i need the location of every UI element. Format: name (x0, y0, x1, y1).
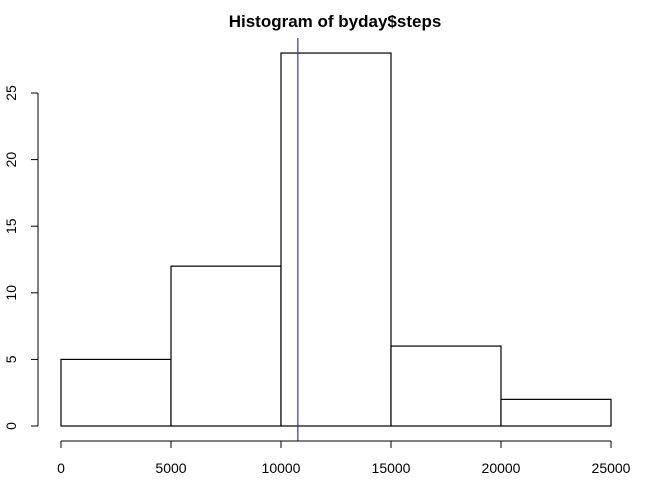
histogram-bar-3 (390, 345, 502, 427)
x-tick-label: 20000 (482, 460, 521, 476)
histogram-bar-4 (500, 398, 612, 427)
y-tick-label: 5 (3, 355, 19, 363)
chart-title: Histogram of byday$steps (229, 12, 442, 31)
x-axis: 0 5000 10000 15000 20000 25000 (57, 440, 631, 476)
histogram-bar-2 (280, 52, 392, 427)
y-tick-label: 0 (3, 422, 19, 430)
bars-group (60, 52, 612, 427)
x-tick-label: 25000 (592, 460, 631, 476)
x-tick-label: 15000 (372, 460, 411, 476)
y-tick-label: 15 (3, 218, 19, 234)
x-tick-label: 5000 (155, 460, 186, 476)
y-tick-label: 10 (3, 285, 19, 301)
y-tick-label: 20 (3, 152, 19, 168)
histogram-bar-0 (60, 358, 172, 427)
y-tick-label: 25 (3, 85, 19, 101)
histogram-bar-1 (170, 265, 282, 427)
x-tick-label: 10000 (262, 460, 301, 476)
x-tick-label: 0 (57, 460, 65, 476)
y-axis: 0 5 10 15 20 25 (3, 85, 39, 430)
